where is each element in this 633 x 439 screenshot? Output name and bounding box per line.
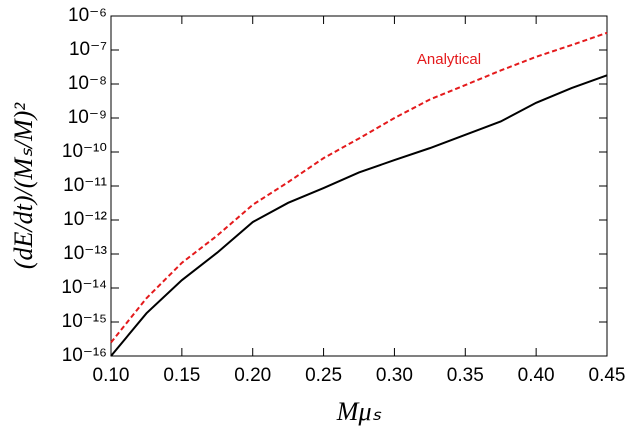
y-tick-label: 10⁻¹³ xyxy=(63,243,107,264)
series-annotation: Analytical xyxy=(417,51,481,68)
y-tick-label: 10⁻¹⁰ xyxy=(62,141,107,162)
y-tick-label: 10⁻¹⁶ xyxy=(62,345,107,366)
x-axis-label: Mμₛ xyxy=(336,397,382,426)
y-tick-label: 10⁻⁶ xyxy=(68,5,107,26)
x-tick-label: 0.20 xyxy=(234,365,271,386)
y-tick-label: 10⁻⁸ xyxy=(68,73,107,94)
series-line xyxy=(110,31,608,344)
x-tick-label: 0.25 xyxy=(305,365,342,386)
y-tick-label: 10⁻¹⁵ xyxy=(62,311,107,332)
series-line xyxy=(110,74,608,357)
x-tick-label: 0.15 xyxy=(163,365,200,386)
x-tick-label: 0.30 xyxy=(376,365,413,386)
y-tick-label: 10⁻¹¹ xyxy=(63,175,107,196)
y-axis-label: (dE/dt)/(Mₛ/M)² xyxy=(9,102,38,269)
y-tick-label: 10⁻⁹ xyxy=(68,107,107,128)
plot-frame xyxy=(110,15,608,357)
y-tick-label: 10⁻¹² xyxy=(63,209,107,230)
x-tick-label: 0.40 xyxy=(518,365,555,386)
x-tick-label: 0.45 xyxy=(589,365,626,386)
x-tick-label: 0.10 xyxy=(93,365,130,386)
y-tick-label: 10⁻⁷ xyxy=(69,39,107,60)
y-tick-label: 10⁻¹⁴ xyxy=(61,277,107,298)
x-tick-label: 0.35 xyxy=(447,365,484,386)
